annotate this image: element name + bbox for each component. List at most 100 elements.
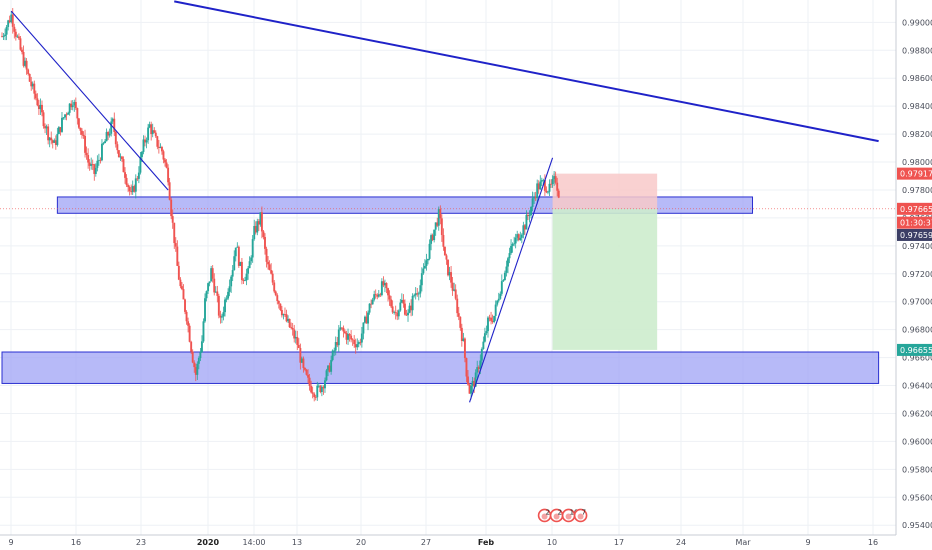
candle-up bbox=[256, 221, 259, 233]
candle-down bbox=[54, 140, 57, 145]
candle-down bbox=[85, 152, 88, 156]
candle-up bbox=[151, 130, 154, 135]
candle-down bbox=[17, 36, 20, 39]
candle-down bbox=[285, 314, 288, 322]
candle-down bbox=[302, 358, 305, 368]
price-tag bbox=[897, 228, 932, 241]
candle-up bbox=[67, 112, 70, 115]
candle-up bbox=[497, 298, 500, 301]
candle-up bbox=[331, 350, 334, 361]
candle-down bbox=[170, 199, 173, 217]
candle-down bbox=[257, 221, 260, 225]
candle-up bbox=[505, 266, 508, 273]
candle-down bbox=[348, 334, 351, 336]
event-badge-dot bbox=[577, 513, 584, 520]
candle-up bbox=[548, 183, 551, 192]
candle-up bbox=[68, 103, 71, 113]
candle-down bbox=[121, 156, 123, 160]
candle-down bbox=[388, 295, 391, 300]
candle-up bbox=[417, 293, 420, 295]
candle-down bbox=[99, 159, 102, 161]
candle-down bbox=[403, 303, 406, 315]
candle-up bbox=[94, 167, 97, 174]
candle-up bbox=[5, 26, 8, 35]
candle-down bbox=[396, 312, 399, 317]
candle-down bbox=[242, 280, 245, 281]
candle-down bbox=[81, 130, 83, 135]
candle-up bbox=[102, 143, 105, 144]
candle-up bbox=[551, 179, 554, 185]
price-tag-label: 0.97917 bbox=[900, 170, 932, 179]
candle-down bbox=[176, 246, 179, 266]
candle-up bbox=[347, 334, 349, 340]
candle-up bbox=[230, 276, 233, 287]
candle-down bbox=[554, 176, 557, 183]
candle-down bbox=[550, 183, 552, 185]
candle-down bbox=[450, 272, 453, 283]
y-tick-label: 0.96600 bbox=[902, 354, 932, 363]
candle-up bbox=[210, 268, 213, 282]
candle-up bbox=[516, 234, 519, 238]
candle-down bbox=[279, 303, 282, 310]
candle-down bbox=[468, 384, 471, 394]
candle-down bbox=[264, 236, 266, 249]
y-tick-label: 0.97800 bbox=[902, 186, 932, 195]
candle-down bbox=[193, 362, 196, 368]
candle-down bbox=[345, 332, 348, 340]
candle-down bbox=[276, 295, 279, 302]
candle-down bbox=[288, 318, 291, 328]
candle-down bbox=[402, 299, 405, 304]
candle-up bbox=[422, 268, 425, 274]
candle-down bbox=[370, 303, 373, 305]
candle-down bbox=[299, 348, 302, 363]
candle-up bbox=[101, 143, 103, 161]
candle-down bbox=[93, 164, 96, 174]
candle-down bbox=[436, 222, 439, 226]
candle-down bbox=[350, 335, 353, 340]
y-tick-label: 0.97200 bbox=[902, 270, 932, 279]
candle-down bbox=[451, 282, 454, 291]
candle-up bbox=[231, 270, 234, 277]
candle-down bbox=[133, 186, 136, 192]
candle-up bbox=[147, 127, 150, 141]
candle-down bbox=[237, 246, 240, 266]
candle-up bbox=[24, 60, 27, 66]
candle-up bbox=[413, 295, 416, 297]
candle-up bbox=[197, 358, 200, 364]
candle-up bbox=[399, 302, 402, 311]
candle-down bbox=[216, 291, 219, 296]
candle-down bbox=[442, 234, 445, 247]
candle-up bbox=[244, 280, 246, 282]
candle-down bbox=[260, 212, 263, 232]
candle-up bbox=[433, 229, 436, 241]
candle-down bbox=[184, 299, 186, 312]
candle-down bbox=[130, 191, 133, 193]
events-layer[interactable]: 2 2 10 7 bbox=[537, 508, 588, 523]
time-axis[interactable]: 9 16 23 2020 14:00 13 20 27 Feb 10 17 24 Mar 9 16 bbox=[0, 534, 896, 547]
candle-down bbox=[439, 209, 442, 219]
candle-up bbox=[503, 272, 506, 281]
stop-loss-zone bbox=[552, 173, 658, 209]
candle-up bbox=[493, 315, 496, 323]
candle-down bbox=[125, 177, 128, 186]
candle-down bbox=[290, 327, 293, 328]
price-axis[interactable]: 0.99000 0.98800 0.98600 0.98400 0.98200 0.980… bbox=[895, 0, 932, 535]
candle-down bbox=[267, 261, 270, 265]
candle-up bbox=[250, 257, 253, 262]
candle-down bbox=[477, 367, 480, 370]
candle-down bbox=[431, 235, 434, 241]
candle-down bbox=[41, 104, 43, 113]
candle-up bbox=[148, 124, 151, 128]
candle-down bbox=[13, 26, 16, 32]
candle-up bbox=[325, 370, 328, 381]
candle-up bbox=[53, 140, 56, 143]
candle-down bbox=[165, 162, 168, 168]
candle-down bbox=[465, 358, 468, 377]
x-tick-label: Mar bbox=[735, 538, 751, 547]
candle-down bbox=[37, 105, 40, 110]
y-tick-label: 0.96400 bbox=[902, 382, 932, 391]
candle-up bbox=[337, 329, 340, 346]
candle-down bbox=[124, 172, 126, 178]
